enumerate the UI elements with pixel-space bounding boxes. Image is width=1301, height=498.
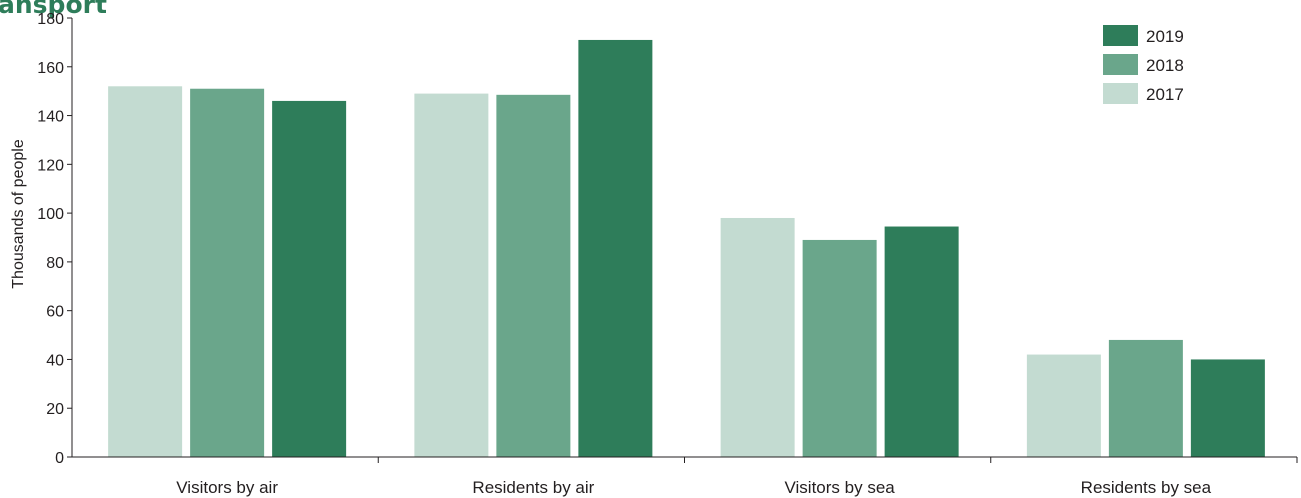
y-tick-label-60: 60 bbox=[46, 304, 64, 321]
bar-visitors-by-air-2017 bbox=[108, 86, 183, 458]
legend-swatch-2018 bbox=[1103, 54, 1138, 75]
x-ticks: Visitors by air Residents by air Visitors … bbox=[176, 457, 1298, 497]
bars-layer bbox=[108, 39, 1265, 458]
legend-label-2017: 2017 bbox=[1146, 85, 1184, 104]
legend-swatch-2019 bbox=[1103, 25, 1138, 46]
bar-residents-by-sea-2019 bbox=[1190, 359, 1265, 457]
x-tick-label-visitors-by-air: Visitors by air bbox=[176, 478, 278, 497]
y-tick-label-140: 140 bbox=[37, 109, 64, 126]
legend: 2019 2018 2017 bbox=[1103, 25, 1184, 104]
y-tick-label-100: 100 bbox=[37, 206, 64, 223]
y-tick-label-40: 40 bbox=[46, 352, 64, 369]
y-axis-label: Thousands of people bbox=[10, 139, 27, 289]
bar-residents-by-sea-2018 bbox=[1108, 339, 1183, 457]
x-tick-label-residents-by-sea: Residents by sea bbox=[1081, 478, 1212, 497]
legend-label-2018: 2018 bbox=[1146, 56, 1184, 75]
y-tick-label-0: 0 bbox=[55, 450, 64, 467]
y-tick-label-160: 160 bbox=[37, 60, 64, 77]
bar-residents-by-air-2018 bbox=[496, 94, 571, 457]
legend-label-2019: 2019 bbox=[1146, 27, 1184, 46]
bar-visitors-by-sea-2017 bbox=[720, 217, 795, 457]
bar-visitors-by-air-2019 bbox=[272, 100, 347, 457]
bar-residents-by-sea-2017 bbox=[1026, 354, 1101, 457]
y-tick-label-120: 120 bbox=[37, 157, 64, 174]
bar-visitors-by-air-2018 bbox=[190, 88, 265, 457]
y-tick-label-180: 180 bbox=[37, 11, 64, 28]
bar-residents-by-air-2019 bbox=[578, 39, 653, 457]
chart-title: ansport bbox=[0, 0, 107, 19]
bar-residents-by-air-2017 bbox=[414, 93, 489, 457]
legend-swatch-2017 bbox=[1103, 83, 1138, 104]
bar-visitors-by-sea-2019 bbox=[884, 226, 959, 457]
y-ticks: 0 20 40 60 80 100 120 140 160 180 bbox=[37, 11, 72, 467]
x-tick-label-residents-by-air: Residents by air bbox=[472, 478, 594, 497]
y-tick-label-20: 20 bbox=[46, 401, 64, 418]
bar-visitors-by-sea-2018 bbox=[802, 239, 877, 457]
x-tick-label-visitors-by-sea: Visitors by sea bbox=[785, 478, 896, 497]
y-tick-label-80: 80 bbox=[46, 255, 64, 272]
